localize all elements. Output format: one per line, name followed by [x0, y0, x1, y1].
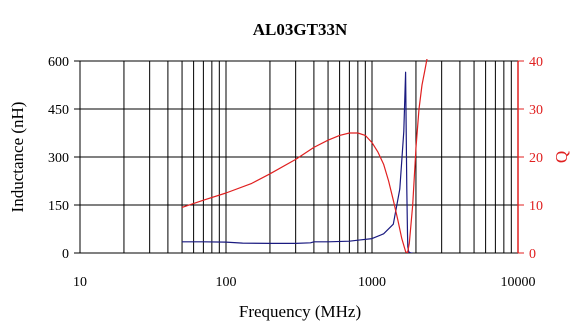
x-axis-label: Frequency (MHz): [239, 302, 361, 321]
y-left-tick-label: 150: [48, 199, 69, 214]
y-right-tick-label: 0: [529, 247, 536, 262]
y-left-tick-label: 450: [48, 103, 69, 118]
chart-grid: [80, 61, 518, 253]
x-tick-label: 100: [216, 275, 237, 290]
y-right-tick-label: 30: [529, 103, 543, 118]
y-left-tick-label: 300: [48, 151, 69, 166]
q-series-line: [181, 59, 428, 253]
y-left-tick-label: 0: [62, 247, 69, 262]
y-left-tick-label: 600: [48, 55, 69, 70]
tick-layer: 0 150 300 450 600 0 10 20 30 40 10 100 1000 10000: [48, 55, 543, 290]
x-tick-label: 10000: [501, 275, 536, 290]
chart-title: AL03GT33N: [253, 20, 348, 39]
x-tick-label: 10: [73, 275, 87, 290]
series-layer: [181, 59, 428, 253]
y-axis-label-left: Inductance (nH): [8, 102, 27, 213]
y-right-tick-label: 40: [529, 55, 543, 70]
x-tick-label: 1000: [358, 275, 386, 290]
y-axis-label-right: Q: [552, 151, 571, 163]
y-right-tick-label: 20: [529, 151, 543, 166]
y-right-tick-label: 10: [529, 199, 543, 214]
inductance-series-line: [182, 71, 413, 253]
